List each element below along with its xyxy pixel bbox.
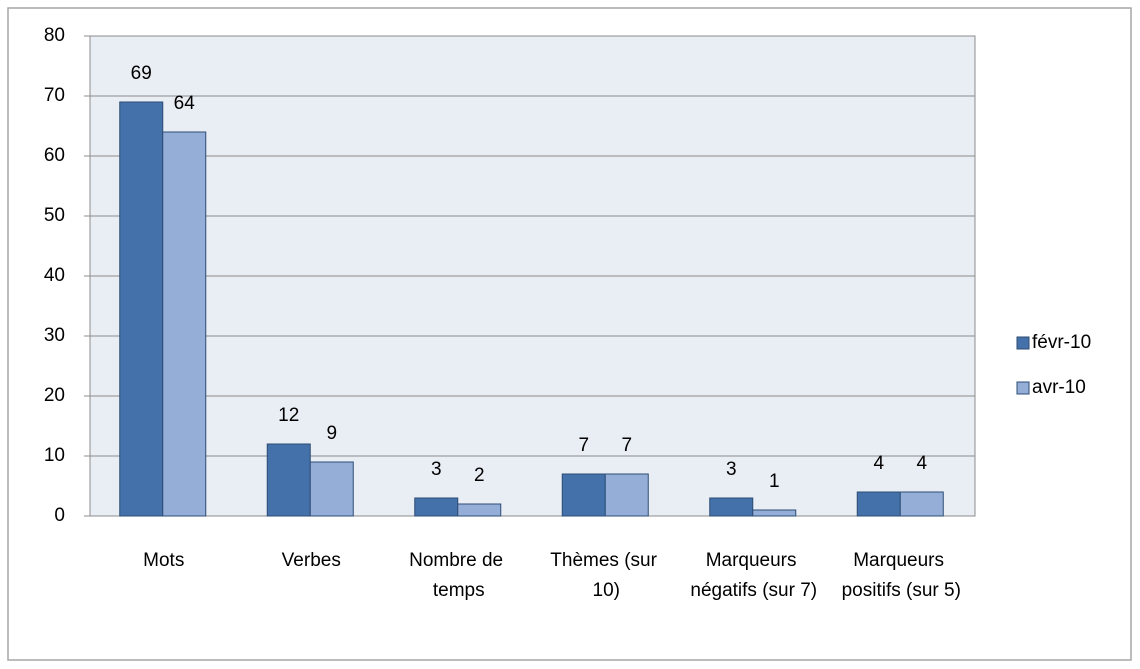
x-tick-label: Mots — [143, 550, 184, 571]
y-tick-label: 20 — [44, 385, 65, 406]
x-tick-label: Marqueurs positifs (sur 5) — [842, 550, 961, 601]
y-tick-label: 80 — [44, 25, 65, 46]
legend-label: avr-10 — [1032, 377, 1086, 398]
bar — [119, 101, 164, 517]
data-label: 3 — [431, 459, 442, 480]
data-label: 64 — [174, 93, 196, 114]
data-label: 69 — [131, 63, 152, 84]
x-tick-label: Nombre de temps — [409, 550, 508, 601]
y-tick-label: 40 — [44, 265, 65, 286]
bar — [457, 503, 502, 517]
y-tick-label: 10 — [44, 445, 65, 466]
data-label: 7 — [621, 435, 632, 456]
x-tick-label: Marqueurs négatifs (sur 7) — [690, 550, 817, 601]
y-tick-label: 50 — [44, 205, 65, 226]
data-label: 1 — [769, 471, 780, 492]
bar — [561, 473, 606, 517]
data-label: 12 — [278, 405, 299, 426]
data-label: 7 — [578, 435, 589, 456]
legend-swatch — [1016, 381, 1030, 395]
y-tick-label: 70 — [44, 85, 65, 106]
legend-swatch — [1016, 336, 1030, 350]
y-tick-label: 30 — [44, 325, 65, 346]
data-label: 4 — [873, 453, 884, 474]
bar — [309, 461, 354, 517]
y-tick-label: 0 — [54, 505, 65, 526]
bar — [604, 473, 649, 517]
data-label: 3 — [726, 459, 737, 480]
x-tick-label: Verbes — [282, 550, 341, 571]
bar — [899, 491, 944, 517]
data-label: 9 — [326, 423, 337, 444]
x-tick-label: Thèmes (sur 10) — [550, 550, 662, 601]
data-label: 2 — [474, 465, 485, 486]
legend-label: févr-10 — [1032, 332, 1091, 353]
bar — [856, 491, 901, 517]
bar — [709, 497, 754, 517]
y-tick-label: 60 — [44, 145, 65, 166]
data-label: 4 — [916, 453, 927, 474]
bar — [266, 443, 311, 517]
bar — [162, 131, 207, 517]
bar — [414, 497, 459, 517]
bar — [752, 509, 797, 517]
